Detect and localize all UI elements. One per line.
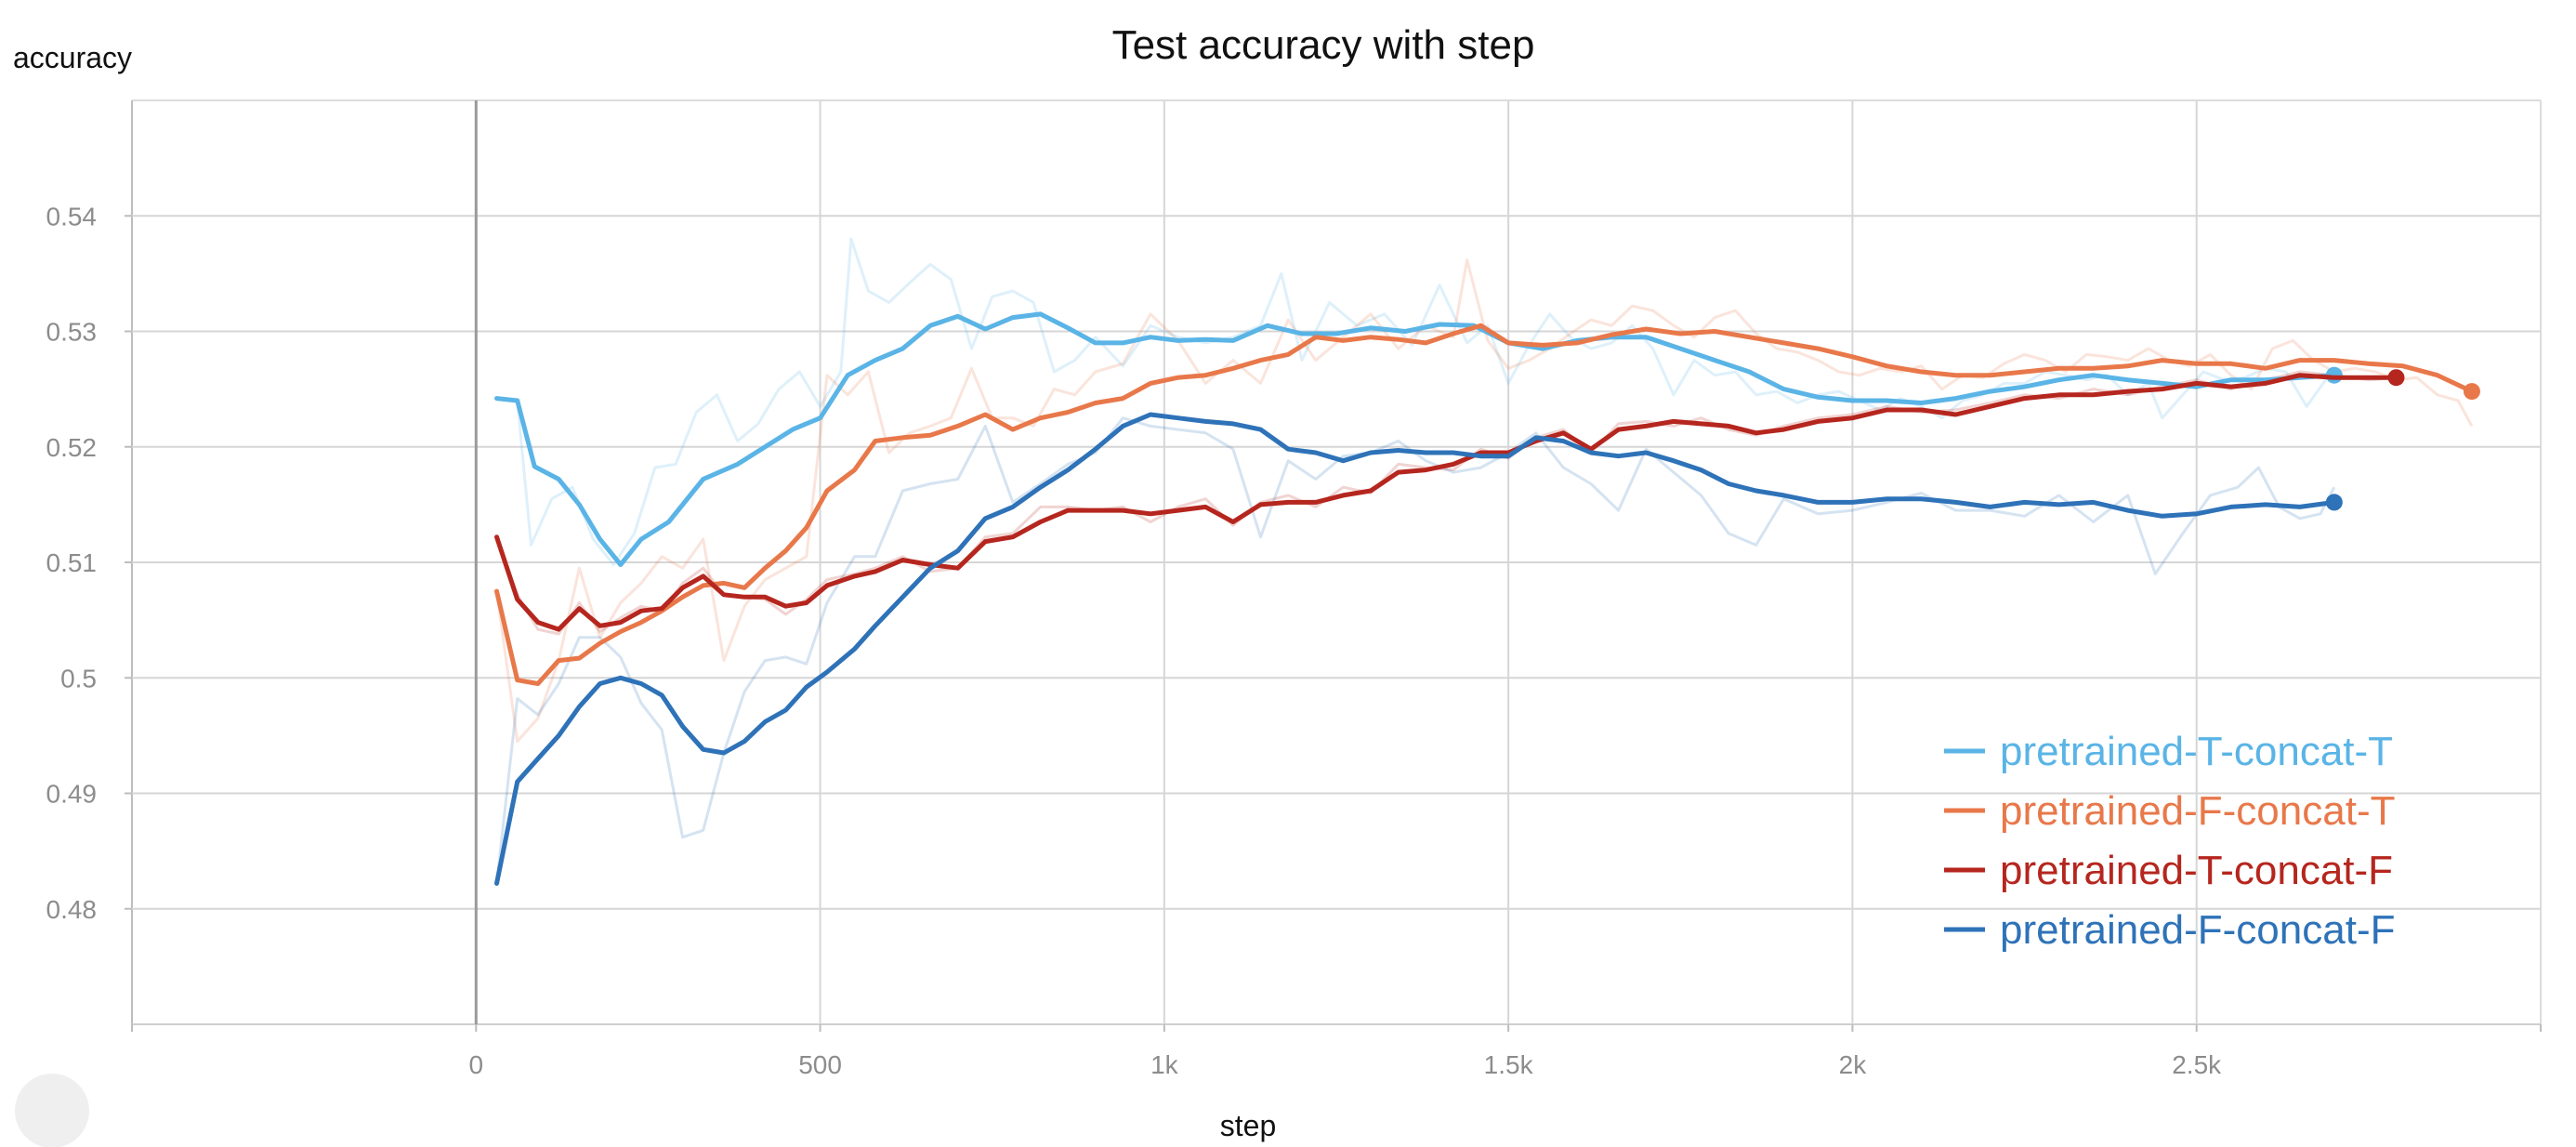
series-4-raw-line (495, 416, 2336, 884)
raw-series-layer (495, 237, 2474, 884)
chart-title: Test accuracy with step (1112, 22, 1535, 68)
legend-label: pretrained-T-concat-F (2000, 848, 2393, 893)
smoothed-series-layer (494, 311, 2480, 886)
y-axis-title: accuracy (13, 41, 132, 74)
series-1-raw-line (496, 237, 2335, 566)
series-4-end-point (2325, 494, 2343, 511)
legend-label: pretrained-F-concat-T (2000, 788, 2395, 834)
y-tick-label: 0.48 (46, 895, 98, 924)
x-tick-label: 1.5k (1484, 1050, 1534, 1079)
x-axis-title: step (1220, 1109, 1276, 1142)
x-tick-label: 1k (1150, 1050, 1179, 1079)
series-2-line (494, 323, 2475, 686)
series-2-end-point (2463, 383, 2480, 401)
y-tick-label: 0.54 (46, 202, 98, 231)
x-tick-label: 500 (798, 1050, 842, 1079)
x-tick-label: 2k (1839, 1050, 1868, 1079)
legend-label: pretrained-T-concat-T (2000, 729, 2393, 774)
y-axis: 0.48 0.49 0.5 0.51 0.52 0.53 0.54 (46, 202, 132, 924)
legend-label: pretrained-F-concat-F (2000, 907, 2395, 953)
y-tick-label: 0.52 (46, 433, 98, 462)
series-3-raw-line (495, 370, 2397, 636)
x-axis: 0 500 1k 1.5k 2k 2.5k (131, 1024, 2542, 1079)
legend: pretrained-T-concat-T pretrained-F-concat… (1944, 729, 2395, 953)
y-tick-label: 0.51 (46, 548, 98, 577)
y-tick-label: 0.5 (60, 664, 97, 692)
series-2-raw-line (495, 258, 2474, 744)
grid (131, 99, 2542, 1025)
y-tick-label: 0.49 (46, 780, 98, 809)
y-tick-label: 0.53 (46, 318, 98, 347)
series-3-end-point (2387, 369, 2405, 387)
x-tick-label: 2.5k (2172, 1050, 2222, 1079)
x-tick-label: 0 (468, 1050, 483, 1079)
series-4-line (494, 412, 2337, 886)
series-1-line (494, 311, 2337, 567)
info-button-corner[interactable] (15, 1074, 89, 1147)
series-3-line (494, 373, 2399, 632)
